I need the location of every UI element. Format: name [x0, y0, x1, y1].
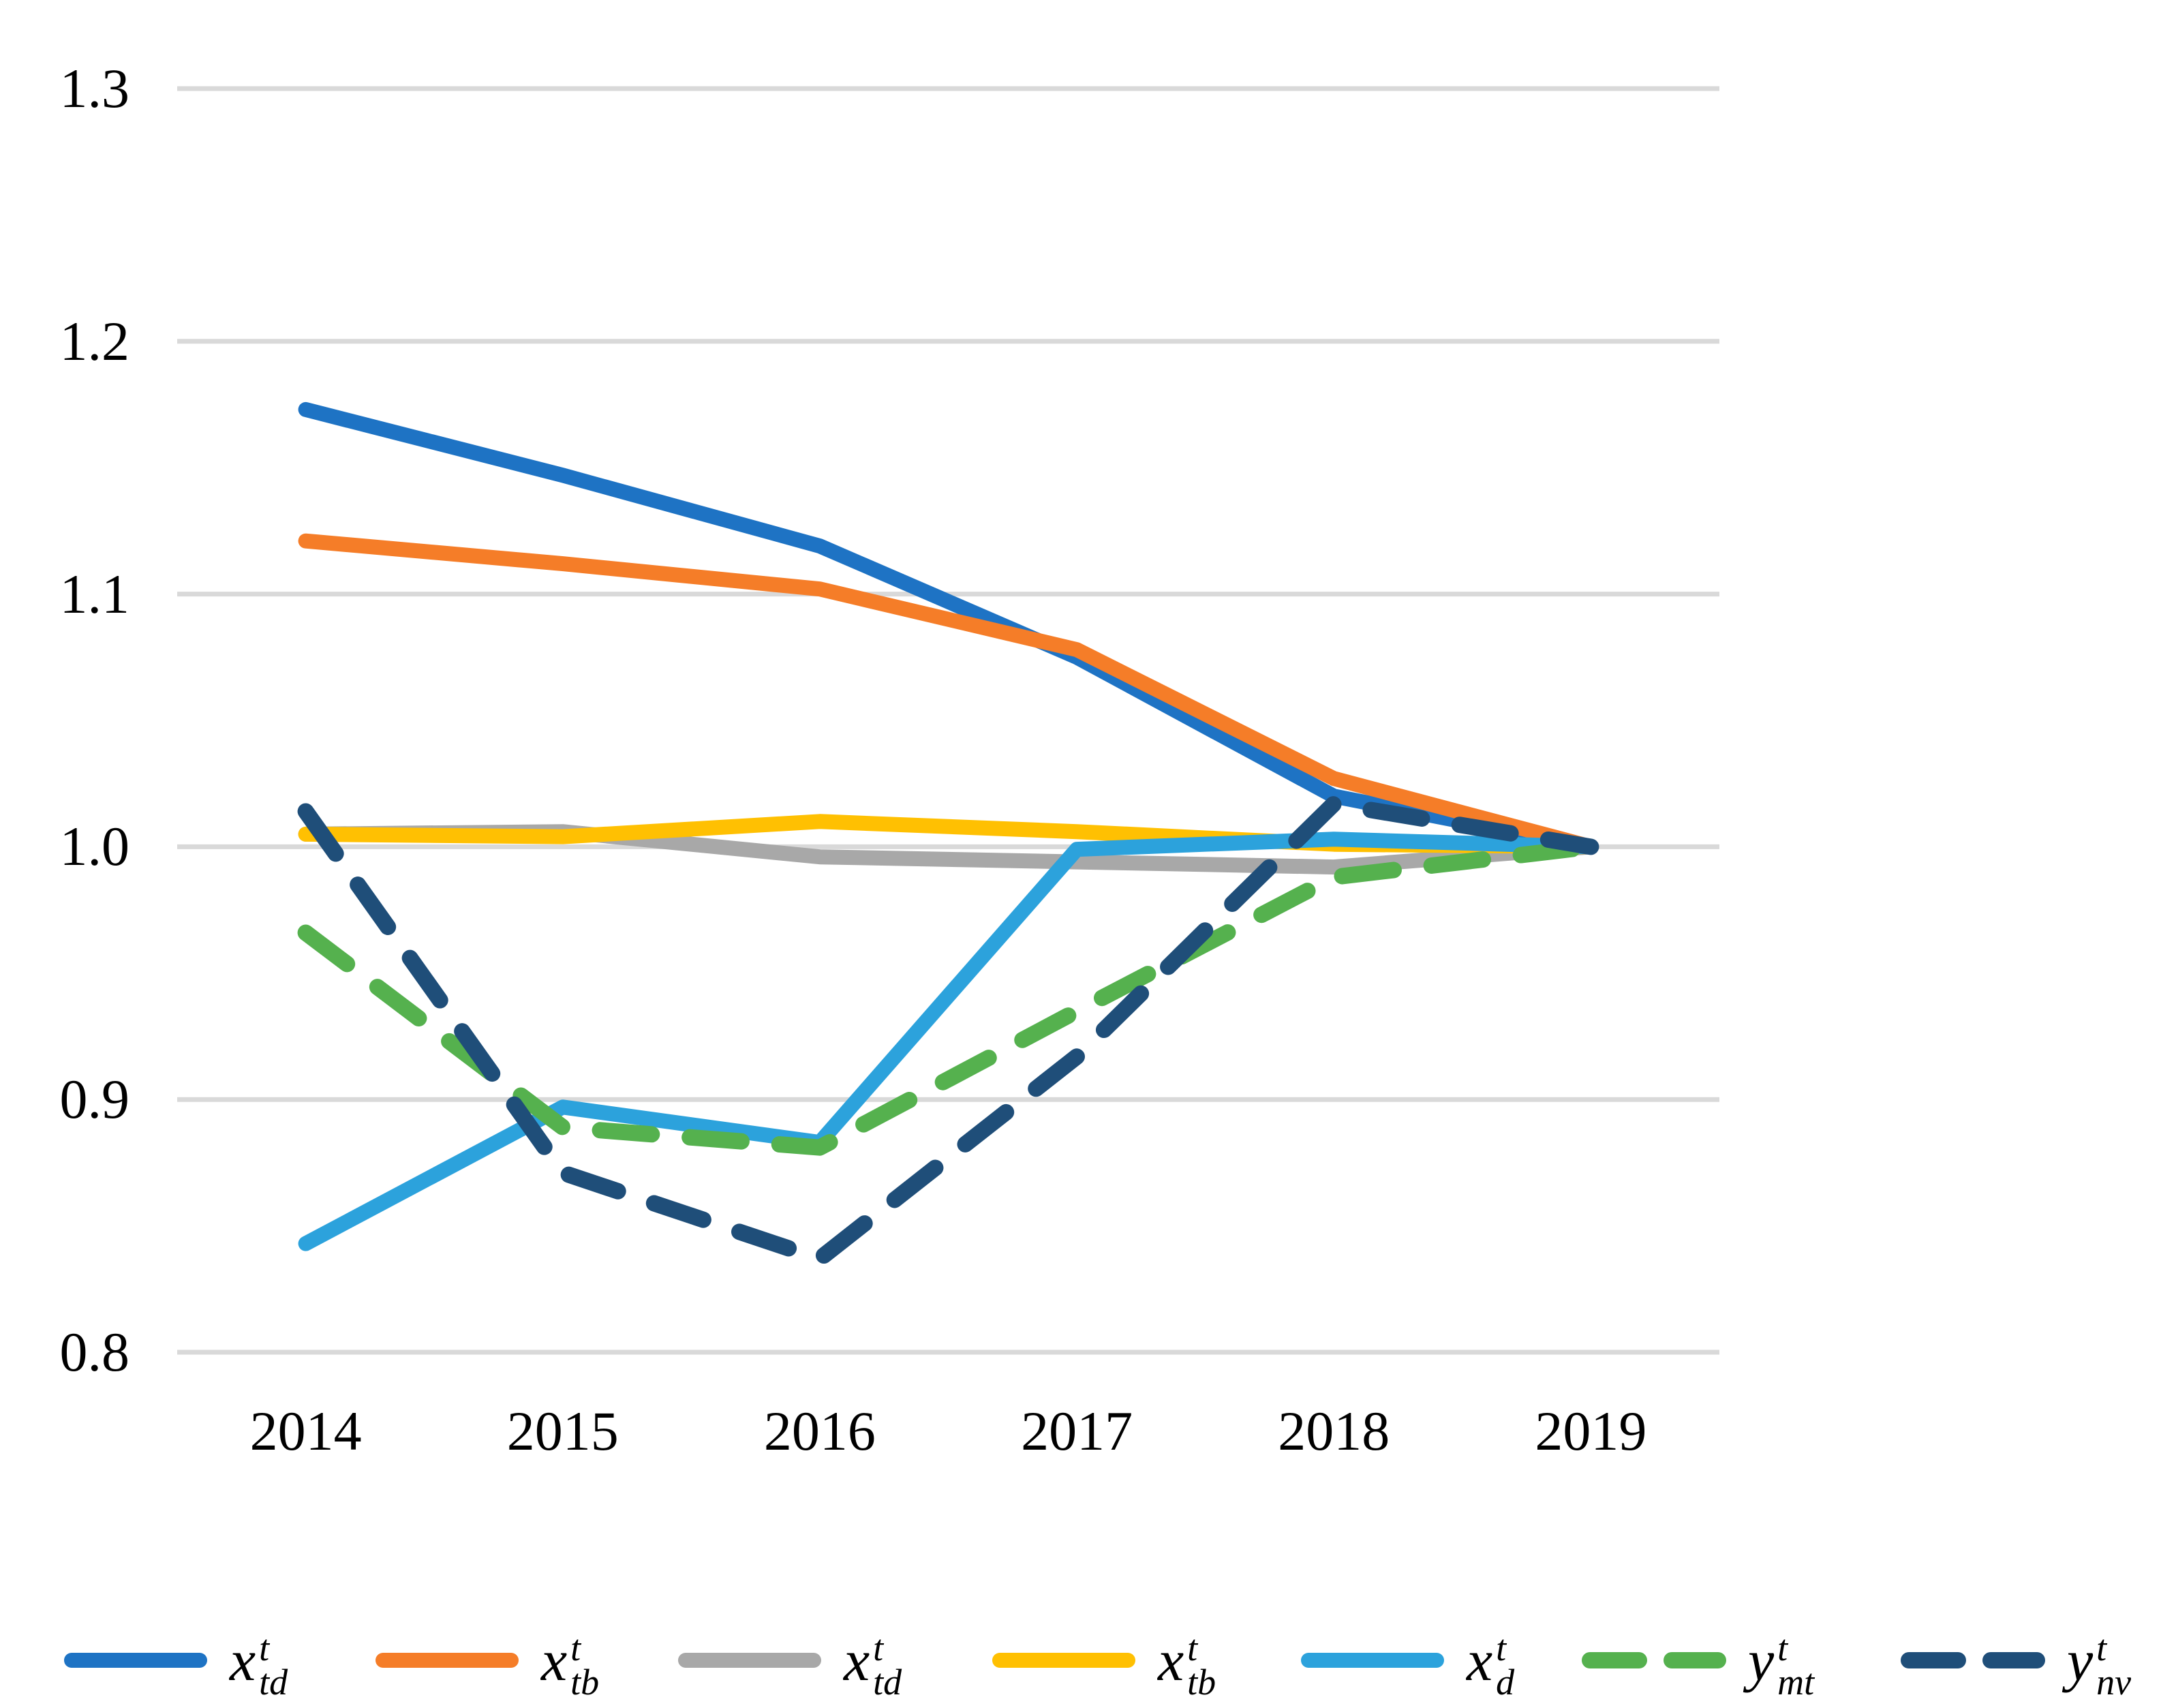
legend-label-scripts: t tb	[1187, 1628, 1216, 1703]
y-tick-label: 1.0	[59, 815, 130, 878]
legend-label-superscript: t	[1777, 1628, 1788, 1669]
legend-label-scripts: t mt	[1777, 1628, 1815, 1703]
x-tick-label: 2019	[1535, 1400, 1647, 1462]
legend-label-subscript: tb	[570, 1662, 600, 1703]
legend-label-subscript: td	[259, 1662, 288, 1703]
x-tick-label: 2015	[506, 1400, 619, 1462]
series-line-y-nv-navy	[297, 795, 1599, 1267]
legend-label-subscript: tb	[1187, 1662, 1216, 1703]
legend-label-superscript: t	[1187, 1628, 1198, 1669]
y-tick-label: 0.9	[59, 1068, 130, 1131]
legend-label-subscript: d	[1496, 1662, 1515, 1703]
legend-swatch-x-td-blue	[64, 1653, 207, 1668]
legend-swatch-y-mt-green	[1582, 1652, 1726, 1668]
legend-label-base: x	[541, 1628, 568, 1693]
legend-label-superscript: t	[259, 1628, 270, 1669]
legend-swatch-x-d-lightblue	[1301, 1653, 1444, 1668]
legend-label-x-td-gray: x t td	[844, 1626, 902, 1701]
legend-label-base: x	[1158, 1628, 1184, 1693]
legend-label-subscript: td	[873, 1662, 902, 1703]
legend-label-scripts: t tb	[570, 1628, 600, 1703]
legend-label-subscript: mt	[1777, 1662, 1815, 1703]
x-tick-label: 2017	[1021, 1400, 1133, 1462]
legend-swatch-x-td-gray	[678, 1653, 821, 1668]
legend-label-x-tb-orange: x t tb	[541, 1626, 599, 1701]
series-line-x-d-lightblue	[298, 832, 1599, 1251]
legend-label-x-tb-yellow: x t tb	[1158, 1626, 1216, 1701]
y-tick-label: 1.1	[59, 562, 130, 625]
legend-label-x-td-blue: x t td	[230, 1626, 288, 1701]
legend-item-x-tb-yellow: x t tb	[990, 1613, 1216, 1708]
y-tick-label: 0.8	[59, 1321, 130, 1383]
y-tick-label: 1.3	[59, 57, 130, 119]
legend-label-scripts: t td	[873, 1628, 902, 1703]
legend-label-superscript: t	[570, 1628, 581, 1669]
legend-label-base: x	[230, 1628, 256, 1693]
legend-label-superscript: t	[1496, 1628, 1507, 1669]
legend-label-superscript: t	[2096, 1628, 2107, 1669]
series-line-y-mt-green	[297, 838, 1599, 1156]
y-tick-label: 1.2	[59, 309, 130, 372]
legend-item-y-mt-green: y t mt	[1580, 1613, 1814, 1708]
legend-label-base: y	[2067, 1628, 2094, 1693]
x-tick-label: 2018	[1278, 1400, 1390, 1462]
legend-item-x-tb-orange: x t tb	[373, 1613, 599, 1708]
series-line-x-td-blue	[298, 401, 1599, 855]
x-tick-label: 2016	[763, 1400, 876, 1462]
legend-label-y-mt-green: y t mt	[1748, 1626, 1814, 1701]
legend-label-subscript: nv	[2096, 1662, 2132, 1703]
legend-label-base: x	[1467, 1628, 1493, 1693]
legend-swatch-y-nv-navy	[1901, 1652, 2045, 1668]
legend-label-superscript: t	[873, 1628, 884, 1669]
legend-label-base: x	[844, 1628, 870, 1693]
legend-swatch-x-tb-yellow	[992, 1653, 1135, 1668]
legend-label-base: y	[1748, 1628, 1775, 1693]
legend-label-scripts: t nv	[2096, 1628, 2132, 1703]
legend-label-scripts: t td	[259, 1628, 288, 1703]
series-line-x-tb-orange	[298, 533, 1599, 855]
legend-swatch-x-tb-orange	[376, 1653, 519, 1668]
x-tick-label: 2014	[249, 1400, 362, 1462]
legend-item-x-td-gray: x t td	[676, 1613, 902, 1708]
legend-item-y-nv-navy: y t nv	[1899, 1613, 2131, 1708]
legend-label-y-nv-navy: y t nv	[2067, 1626, 2131, 1701]
legend-item-x-td-blue: x t td	[62, 1613, 288, 1708]
